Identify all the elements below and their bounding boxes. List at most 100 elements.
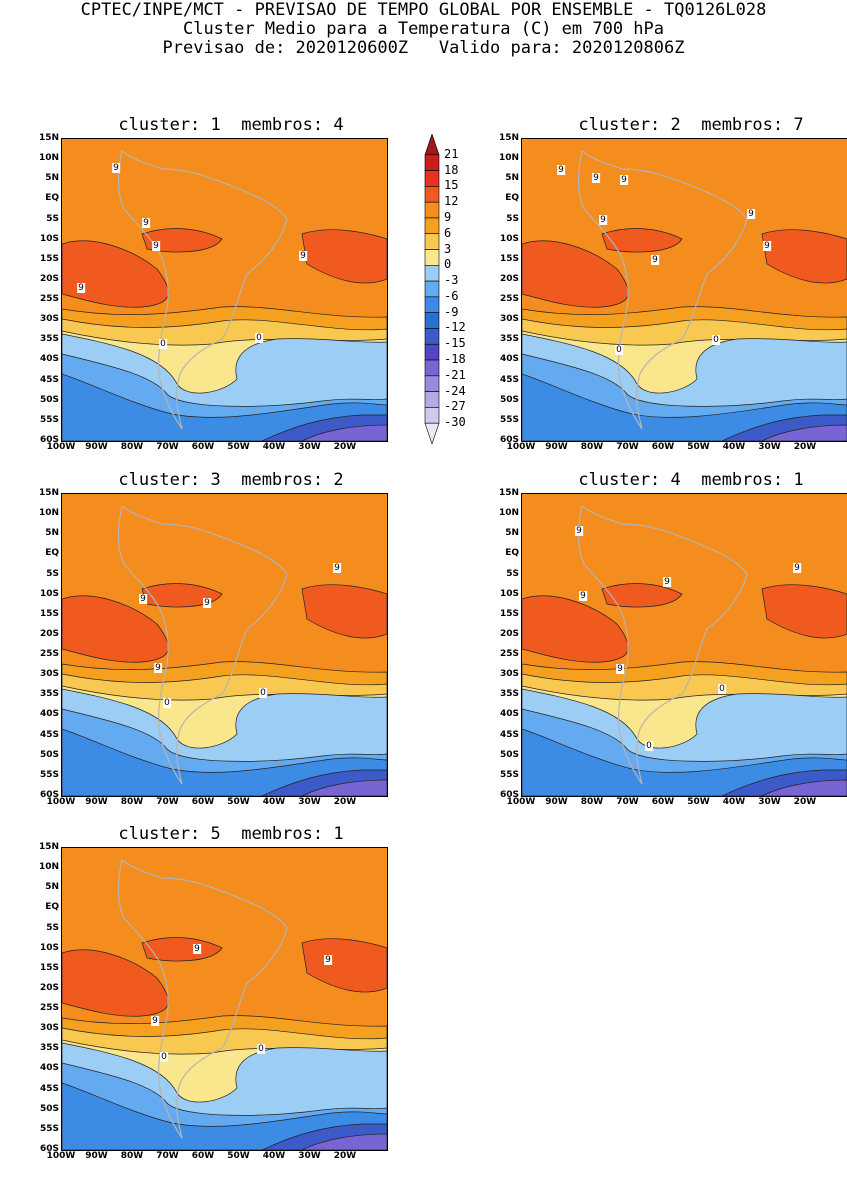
latitude-label: 45S (39, 1083, 59, 1094)
latitude-label: 10S (499, 233, 519, 244)
longitude-label: 70W (156, 797, 179, 807)
longitude-label: 50W (227, 797, 250, 807)
latitude-label: 15S (39, 962, 59, 973)
colorbar-level-label: -3 (444, 273, 459, 288)
colorbar-swatch (424, 249, 440, 266)
colorbar-level-label: 3 (444, 241, 452, 256)
longitude-label: 70W (616, 797, 639, 807)
colorbar-swatch (424, 170, 440, 187)
contour-label: 9 (557, 165, 565, 175)
contour-label: 9 (575, 526, 583, 536)
latitude-label: 15N (498, 488, 519, 498)
latitude-label: 5N (505, 528, 519, 539)
colorbar-level-label: -9 (444, 304, 459, 319)
temperature-band (301, 779, 387, 796)
colorbar-swatch (424, 391, 440, 408)
latitude-label: 45S (499, 729, 519, 740)
longitude-label: 70W (156, 1151, 179, 1161)
longitude-label: 60W (191, 797, 215, 807)
longitude-label: 60W (191, 442, 215, 452)
contour-label: 0 (615, 345, 623, 355)
latitude-label: 20S (39, 982, 59, 993)
longitude-label: 90W (85, 1151, 108, 1161)
contour-label: 9 (620, 175, 628, 185)
latitude-label: 45S (39, 729, 59, 740)
temperature-map (521, 493, 847, 797)
contour-label: 9 (763, 241, 771, 251)
latitude-label: 40S (499, 354, 519, 365)
contour-label: 9 (193, 944, 201, 954)
latitude-label: 50S (499, 394, 519, 405)
latitude-label: 50S (39, 749, 59, 760)
latitude-label: 15S (499, 608, 519, 619)
temperature-band (761, 229, 847, 284)
longitude-label: 50W (227, 442, 250, 452)
longitude-label: 100W (46, 1151, 76, 1161)
longitude-label: 100W (46, 797, 76, 807)
latitude-label: 30S (39, 669, 59, 680)
longitude-label: 20W (333, 442, 357, 452)
colorbar-swatches (424, 133, 440, 445)
temperature-field (62, 139, 387, 441)
contour-label: 9 (203, 598, 211, 608)
latitude-label: 10S (39, 588, 59, 599)
latitude-label: 15N (498, 133, 519, 143)
longitude-label: 50W (687, 797, 710, 807)
latitude-label: 10N (38, 862, 59, 873)
colorbar-level-label: -15 (444, 336, 466, 351)
colorbar-swatch (424, 265, 440, 282)
latitude-label: 45S (499, 374, 519, 385)
temperature-band (761, 584, 847, 639)
longitude-label: 40W (262, 797, 286, 807)
contour-label: 9 (793, 563, 801, 573)
latitude-label: 45S (39, 374, 59, 385)
contour-label: 9 (77, 283, 85, 293)
map-panel-cluster-2: cluster: 2 membros: 7 15N 10N 5N EQ 5S 10S 15S… (499, 115, 847, 478)
latitude-label: 15N (38, 842, 59, 852)
colorbar-swatch (424, 217, 440, 235)
continent-outline (117, 149, 288, 430)
colorbar-level-label: -27 (444, 399, 466, 414)
latitude-label: 50S (499, 749, 519, 760)
latitude-label: 5S (506, 568, 519, 579)
continent-outline (117, 504, 288, 785)
longitude-label: 80W (120, 1151, 144, 1161)
contour-label: 0 (645, 741, 653, 751)
colorbar-level-label: 15 (444, 178, 459, 193)
colorbar-level-label: 18 (444, 162, 459, 177)
contour-label: 0 (718, 684, 726, 694)
contour-label: 0 (159, 339, 167, 349)
contour-label: 0 (257, 1044, 265, 1054)
header-line-1: CPTEC/INPE/MCT - PREVISAO DE TEMPO GLOBA… (80, 0, 767, 20)
temperature-band (141, 937, 223, 962)
longitude-label: 80W (120, 442, 144, 452)
latitude-label: 55S (499, 414, 519, 425)
map-panel-cluster-3: cluster: 3 membros: 2 15N 10N 5N EQ 5S 10S 15S… (39, 470, 421, 833)
latitude-label: 5S (46, 568, 59, 579)
longitude-label: 100W (506, 442, 536, 452)
longitude-label: 80W (580, 442, 604, 452)
colorbar-level-label: 0 (444, 257, 452, 272)
temperature-band (141, 228, 223, 253)
longitude-label: 20W (333, 797, 357, 807)
latitude-label: 5N (45, 173, 59, 184)
colorbar-swatch (424, 233, 440, 250)
latitude-label: 55S (499, 769, 519, 780)
map-panel-cluster-1: cluster: 1 membros: 4 15N 10N 5N EQ 5S 10S 15S… (39, 115, 421, 478)
colorbar-swatch (424, 312, 440, 329)
latitude-label: EQ (45, 193, 59, 204)
latitude-label: 30S (499, 669, 519, 680)
contour-label: 9 (592, 173, 600, 183)
longitude-label: 90W (545, 442, 568, 452)
color-scale-legend: 21 18 15 12 9 6 3 0 -3 -6 -9 -12 -15 -18 -21 -24 -27 -30 (424, 133, 484, 445)
latitude-label: 15S (39, 253, 59, 264)
map-panel-cluster-4: cluster: 4 membros: 1 15N 10N 5N EQ 5S 10S 15S… (499, 470, 847, 833)
latitude-label: 55S (39, 769, 59, 780)
contour-label: 0 (163, 698, 171, 708)
latitude-label: 35S (39, 334, 59, 345)
latitude-label: 60S (499, 435, 519, 445)
longitude-label: 40W (262, 1151, 286, 1161)
longitude-label: 80W (120, 797, 144, 807)
colorbar-level-label: 12 (444, 194, 459, 209)
colorbar-swatch (424, 343, 440, 361)
